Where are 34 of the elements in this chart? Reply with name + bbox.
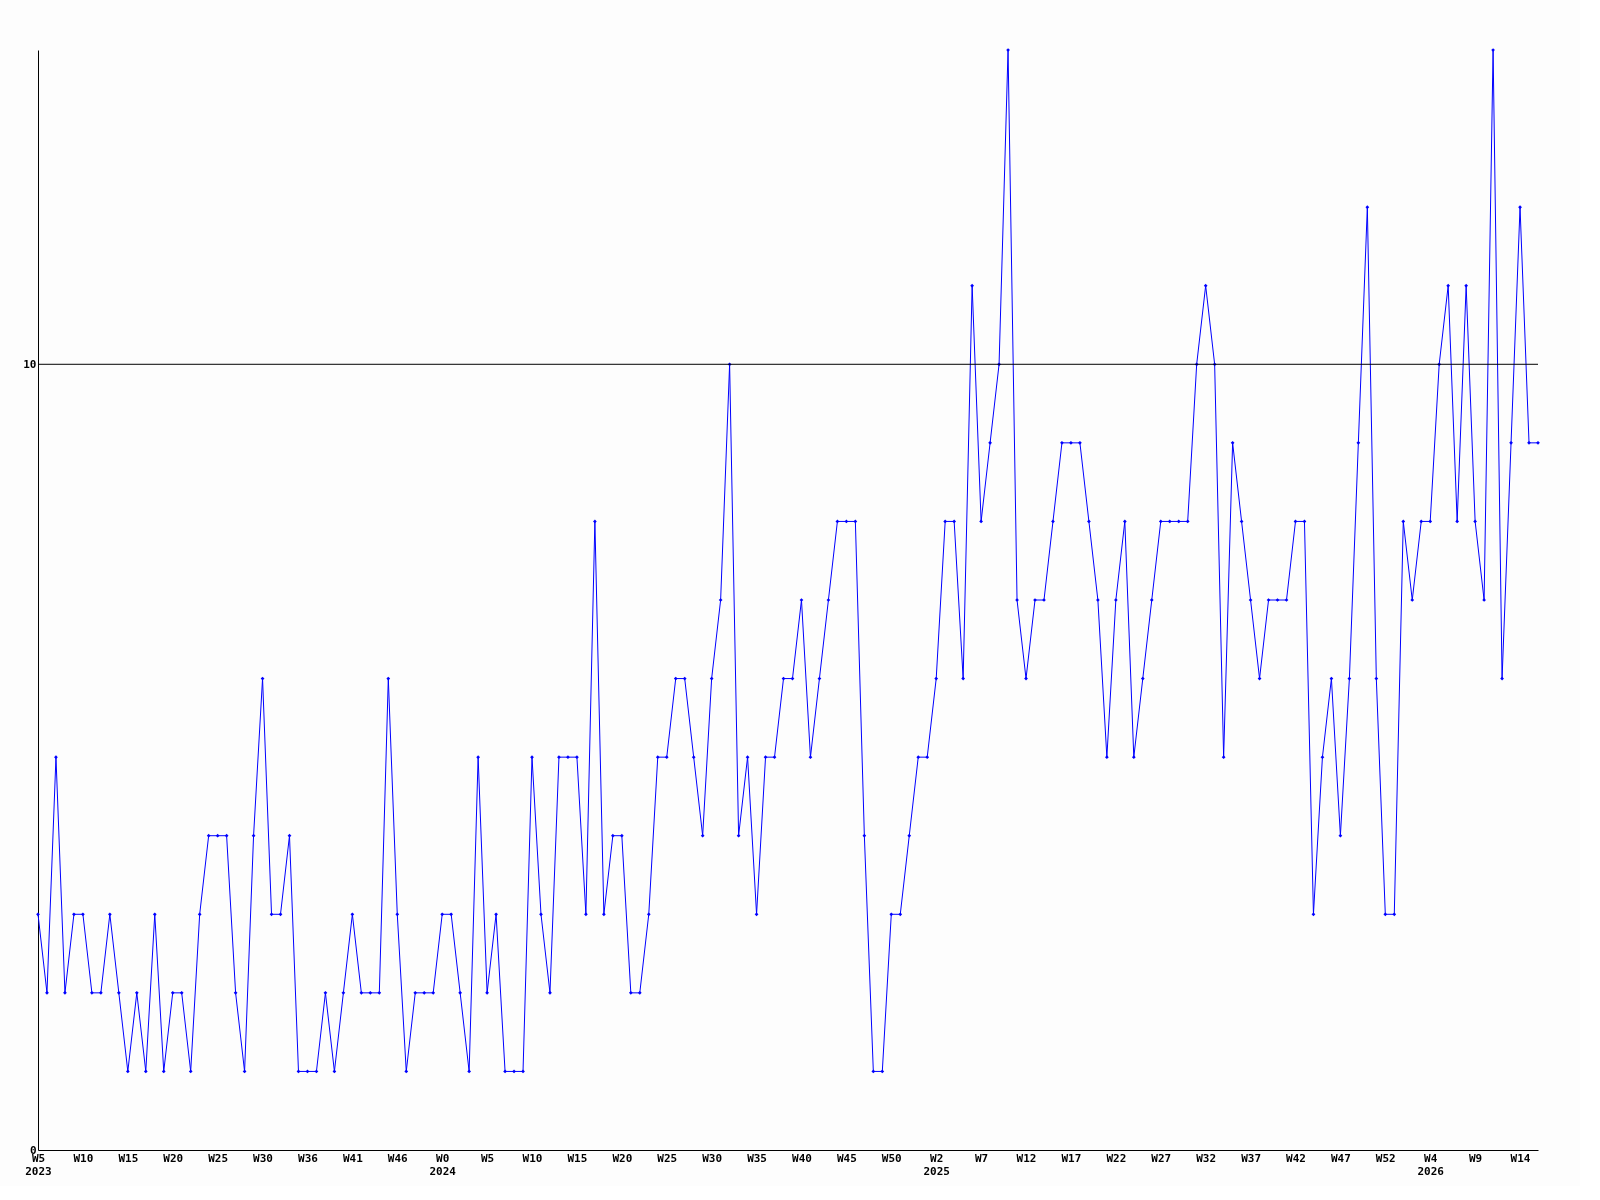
x-tick-label: W17 — [1061, 1151, 1082, 1165]
x-tick-label: W5 — [480, 1151, 495, 1165]
x-tick-label: W25 — [657, 1151, 678, 1165]
x-tick-label: W42 — [1286, 1151, 1306, 1165]
x-tick-label: W30 — [253, 1151, 273, 1165]
x-tick-label: W27 — [1151, 1151, 1172, 1165]
x-tick-label: W22 — [1106, 1151, 1127, 1165]
x-tick-label: W47 — [1330, 1151, 1351, 1165]
x-tick-label: W20 — [163, 1151, 184, 1165]
x-tick-label: W15 — [567, 1151, 588, 1165]
x-tick-label: W15 — [118, 1151, 139, 1165]
x-tick-label: W37 — [1241, 1151, 1262, 1165]
x-tick-label: W40 — [792, 1151, 812, 1165]
x-tick-label: W45 — [836, 1151, 857, 1165]
y-tick-label: 10 — [23, 357, 37, 371]
x-tick-label: W7 — [974, 1151, 989, 1165]
x-tick-label: W50 — [881, 1151, 902, 1165]
x-tick-label: W9 — [1469, 1151, 1483, 1165]
x-tick-label: W10 — [73, 1151, 94, 1165]
x-tick-label: W0 2024 — [429, 1151, 457, 1178]
x-tick-label: W4 2026 — [1417, 1151, 1445, 1178]
x-tick-label: W10 — [522, 1151, 543, 1165]
x-tick-label: W41 — [342, 1151, 364, 1165]
x-tick-label: W30 — [702, 1151, 723, 1165]
x-tick-label: W46 — [387, 1151, 409, 1165]
x-tick-label: W14 — [1510, 1151, 1531, 1165]
x-tick-label: W52 — [1375, 1151, 1396, 1165]
x-tick-label: W25 — [208, 1151, 229, 1165]
x-tick-label: W2 2025 — [923, 1151, 950, 1178]
x-tick-label: W36 — [298, 1151, 319, 1165]
x-tick-label: W12 — [1016, 1151, 1037, 1165]
x-tick-label: W32 — [1196, 1151, 1217, 1165]
x-tick-label: W20 — [612, 1151, 633, 1165]
x-tick-label: W35 — [747, 1151, 767, 1165]
